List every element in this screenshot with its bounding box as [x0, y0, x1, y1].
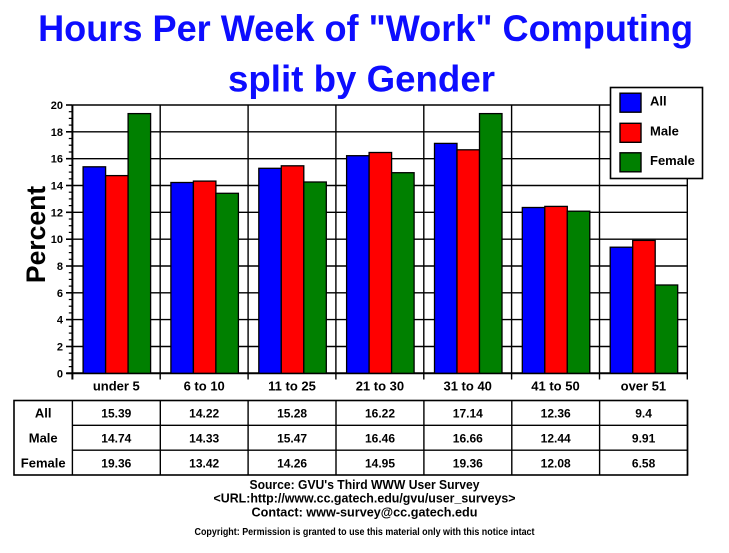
svg-text:16.46: 16.46	[365, 432, 395, 446]
svg-text:19.36: 19.36	[453, 456, 483, 470]
svg-text:16.66: 16.66	[453, 432, 483, 446]
svg-text:12: 12	[51, 207, 63, 219]
svg-text:6.58: 6.58	[632, 456, 656, 470]
svg-text:14: 14	[51, 181, 64, 193]
svg-text:All: All	[35, 406, 52, 421]
svg-text:14.22: 14.22	[189, 407, 219, 421]
svg-text:13.42: 13.42	[189, 456, 219, 470]
svg-text:Contact: www-survey@cc.gatech.: Contact: www-survey@cc.gatech.edu	[252, 504, 478, 519]
svg-text:9.4: 9.4	[635, 407, 652, 421]
svg-text:Copyright: Permission is grant: Copyright: Permission is granted to use …	[195, 527, 536, 538]
svg-text:All: All	[650, 93, 667, 108]
svg-text:19.36: 19.36	[101, 456, 131, 470]
svg-text:31 to 40: 31 to 40	[443, 379, 491, 394]
svg-text:Female: Female	[21, 455, 66, 470]
svg-text:14.33: 14.33	[189, 432, 219, 446]
svg-text:Source: GVU's Third WWW User S: Source: GVU's Third WWW User Survey	[250, 477, 481, 492]
svg-text:10: 10	[51, 234, 63, 246]
svg-text:Male: Male	[29, 430, 58, 445]
svg-text:4: 4	[57, 315, 64, 327]
svg-text:split by Gender: split by Gender	[228, 59, 495, 100]
svg-text:16.22: 16.22	[365, 407, 395, 421]
svg-text:12.36: 12.36	[541, 407, 571, 421]
svg-text:41 to 50: 41 to 50	[531, 379, 579, 394]
svg-text:15.28: 15.28	[277, 407, 307, 421]
svg-text:15.47: 15.47	[277, 432, 307, 446]
svg-text:20: 20	[51, 100, 63, 112]
svg-text:11 to 25: 11 to 25	[268, 379, 316, 394]
svg-text:14.26: 14.26	[277, 456, 307, 470]
svg-text:18: 18	[51, 127, 63, 139]
svg-text:Male: Male	[650, 124, 679, 139]
svg-text:<URL:http://www.cc.gatech.edu/: <URL:http://www.cc.gatech.edu/gvu/user_s…	[214, 491, 516, 506]
svg-text:21 to 30: 21 to 30	[356, 379, 404, 394]
svg-text:12.08: 12.08	[541, 456, 571, 470]
svg-text:Percent: Percent	[21, 186, 51, 283]
svg-text:over 51: over 51	[621, 379, 667, 394]
svg-text:2: 2	[57, 342, 63, 354]
svg-text:14.95: 14.95	[365, 456, 395, 470]
svg-text:Hours Per Week of "Work" Compu: Hours Per Week of "Work" Computing	[38, 8, 693, 49]
svg-text:9.91: 9.91	[632, 432, 656, 446]
svg-text:15.39: 15.39	[101, 407, 131, 421]
svg-text:12.44: 12.44	[541, 432, 571, 446]
svg-text:14.74: 14.74	[101, 432, 131, 446]
svg-text:8: 8	[57, 261, 63, 273]
svg-text:6 to 10: 6 to 10	[184, 379, 225, 394]
svg-text:17.14: 17.14	[453, 407, 483, 421]
svg-text:16: 16	[51, 154, 63, 166]
svg-text:0: 0	[57, 368, 63, 380]
svg-text:under 5: under 5	[93, 379, 140, 394]
svg-text:Female: Female	[650, 153, 695, 168]
svg-text:6: 6	[57, 288, 63, 300]
